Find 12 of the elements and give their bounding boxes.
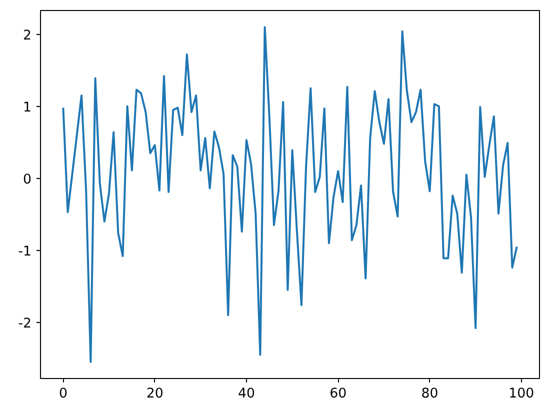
x-tick-label: 40 <box>238 386 255 402</box>
line-series <box>62 26 518 363</box>
y-tick-label: 0 <box>23 172 32 188</box>
y-tick-label: 2 <box>23 28 32 44</box>
y-tick-label: 1 <box>23 100 32 116</box>
x-tick-label: 60 <box>330 386 347 402</box>
y-tick-label: -1 <box>18 244 32 260</box>
x-tick-label: 100 <box>508 386 534 402</box>
x-tick-label: 80 <box>421 386 438 402</box>
x-tick-label: 20 <box>146 386 164 402</box>
x-tick-label: 0 <box>58 386 68 402</box>
y-tick-label: -2 <box>18 316 32 332</box>
